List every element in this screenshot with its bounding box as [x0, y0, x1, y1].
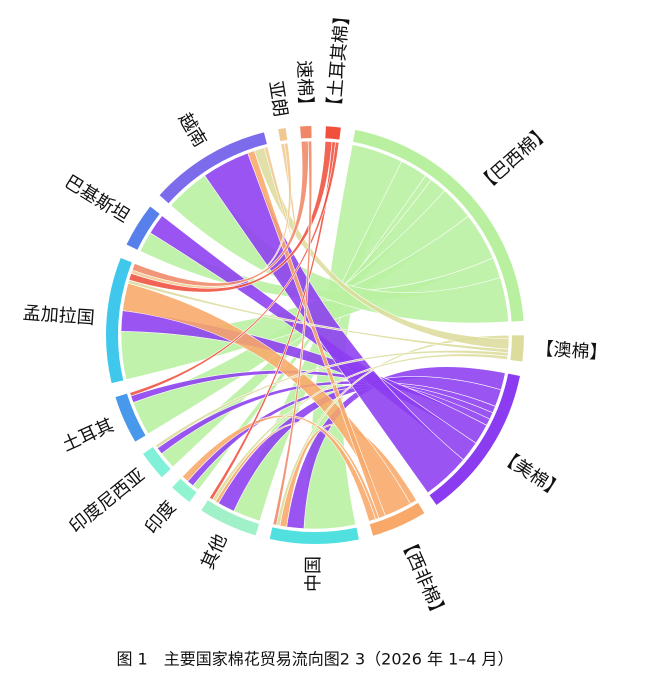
node-label: 中国 — [303, 556, 324, 592]
ribbon — [253, 147, 510, 350]
ribbon — [155, 349, 509, 449]
ribbon — [128, 140, 333, 293]
node-arc — [325, 126, 341, 140]
node-arc — [201, 500, 259, 536]
node-arc — [510, 335, 524, 362]
node-label: 印度尼西亚 — [66, 465, 149, 538]
node-label: 速棉】 — [293, 60, 316, 115]
caption: 图 1 主要国家棉花贸易流向图2 3（2026 年 1–4 月） — [116, 650, 513, 669]
ribbon — [127, 279, 509, 354]
ribbon — [211, 353, 509, 502]
node-label: 【美棉】 — [495, 446, 567, 503]
ribbons — [120, 140, 510, 530]
node-label: 其他 — [197, 531, 231, 572]
node-arc — [369, 502, 425, 536]
node-arc — [105, 257, 132, 384]
node-arc — [126, 206, 160, 250]
node-arc — [159, 132, 267, 204]
node-label: 印度 — [141, 497, 180, 538]
node-label: 越南 — [174, 109, 211, 151]
node-arc — [143, 447, 171, 478]
node-label: 【巴西棉】 — [474, 121, 555, 196]
node-label: 巴基斯坦 — [61, 171, 133, 227]
node-arc — [278, 128, 288, 142]
ribbon — [130, 142, 292, 289]
node-label: 土耳其 — [59, 415, 117, 456]
node-label: 【土耳其棉】 — [324, 6, 354, 115]
node-arc — [300, 126, 312, 139]
ribbon — [181, 414, 376, 522]
ribbon — [272, 140, 313, 526]
node-label: 【西非棉】 — [395, 533, 451, 624]
ribbon — [170, 175, 509, 324]
node-label: 孟加拉国 — [22, 303, 95, 329]
ribbon — [131, 140, 309, 287]
node-arc — [115, 393, 146, 442]
ribbon — [204, 152, 464, 494]
node-arc — [172, 478, 197, 503]
node-arc — [352, 129, 524, 322]
node-arc — [429, 373, 520, 506]
node-label: 【澳棉】 — [535, 338, 608, 364]
ribbon — [129, 141, 340, 397]
node-label: 亚朗 — [264, 79, 290, 118]
node-arc — [269, 527, 359, 544]
